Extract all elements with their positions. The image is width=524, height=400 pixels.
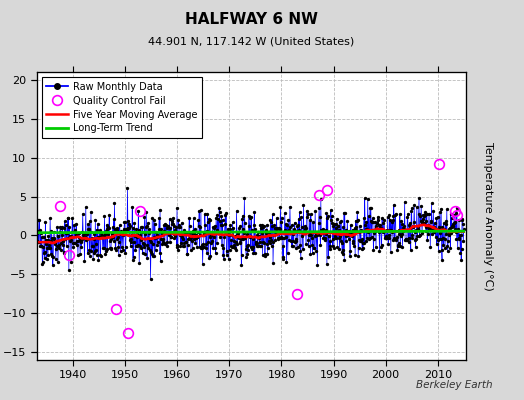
Y-axis label: Temperature Anomaly (°C): Temperature Anomaly (°C) (483, 142, 493, 290)
Legend: Raw Monthly Data, Quality Control Fail, Five Year Moving Average, Long-Term Tren: Raw Monthly Data, Quality Control Fail, … (41, 77, 202, 138)
Text: Berkeley Earth: Berkeley Earth (416, 380, 493, 390)
Text: 44.901 N, 117.142 W (United States): 44.901 N, 117.142 W (United States) (148, 36, 355, 46)
Text: HALFWAY 6 NW: HALFWAY 6 NW (185, 12, 318, 27)
